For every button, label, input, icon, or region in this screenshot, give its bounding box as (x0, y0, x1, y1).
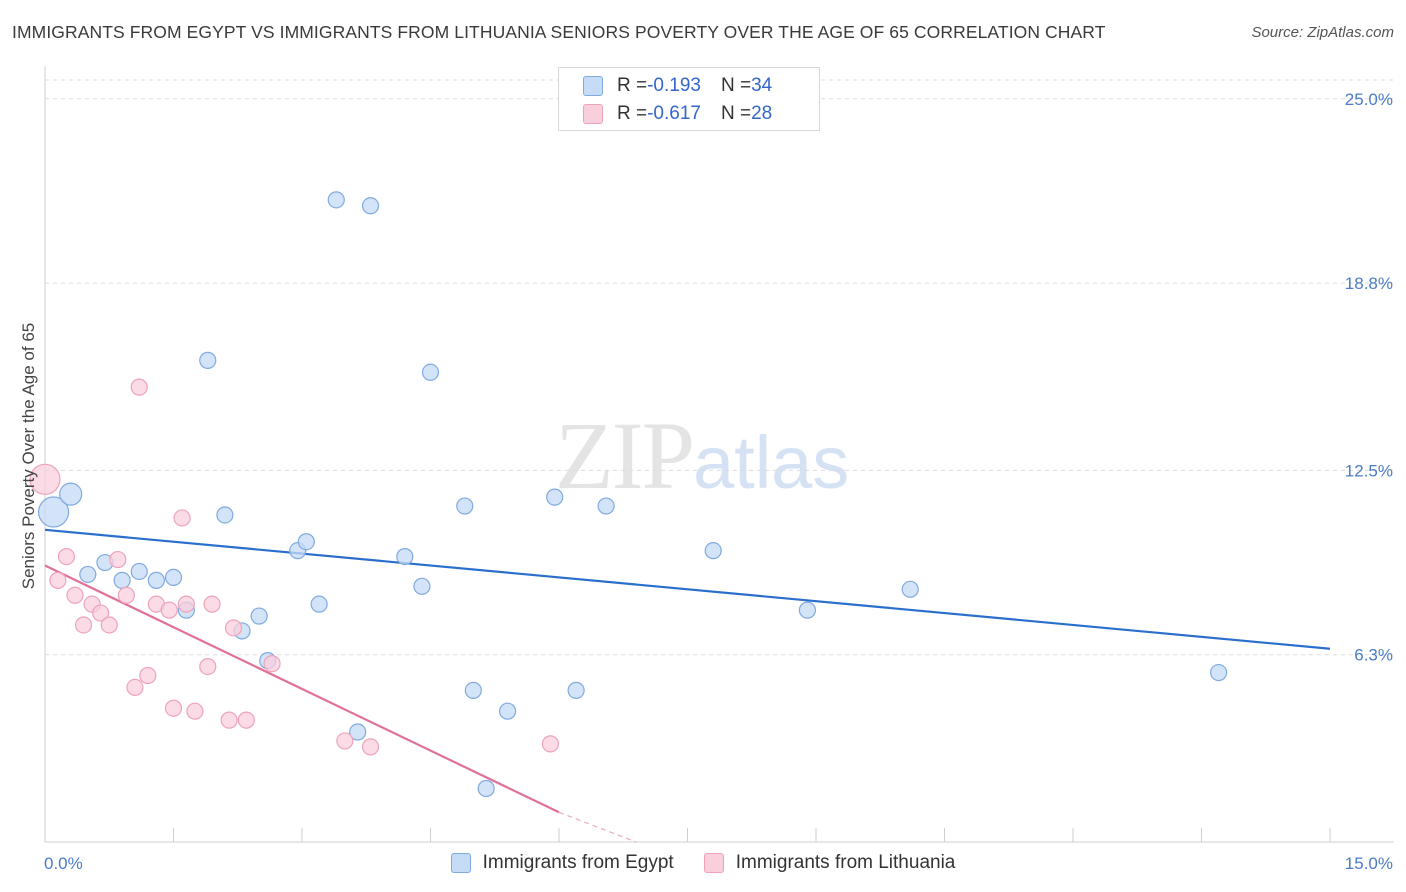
egypt-point (310, 595, 328, 613)
watermark-atlas: atlas (693, 421, 850, 504)
egypt-point (901, 580, 919, 598)
legend-item-egypt[interactable]: Immigrants from Egypt (450, 852, 674, 874)
lithuania-swatch (703, 853, 724, 873)
legend-r-label: R = (617, 103, 648, 124)
egypt-point (1210, 663, 1228, 682)
egypt-point (361, 197, 380, 215)
source-label: Source: ZipAtlas.com (1251, 24, 1394, 41)
y-axis-label: Seniors Poverty Over the Age of 65 (19, 323, 38, 589)
egypt-point (199, 351, 217, 369)
egypt-point (798, 601, 817, 619)
lithuania-point (336, 732, 354, 750)
watermark: ZIPatlas (555, 400, 849, 511)
lithuania-trend-extension (558, 811, 637, 843)
egypt-point (546, 488, 564, 506)
egypt-point (349, 723, 367, 741)
correlation-legend: R = -0.193 N = 34 R = -0.617 N = 28 (558, 67, 820, 131)
legend-label-egypt: Immigrants from Egypt (482, 852, 674, 873)
x-tick-label: 0.0% (44, 854, 83, 873)
lithuania-point (126, 678, 144, 697)
legend-r-label: R = (617, 75, 648, 96)
legend-r-value: -0.617 (647, 103, 701, 124)
egypt-point (130, 562, 148, 581)
egypt-point (216, 506, 234, 524)
lithuania-point (173, 509, 191, 527)
egypt-point (59, 482, 83, 506)
egypt-trend-line (44, 528, 1331, 650)
lithuania-point (130, 378, 148, 396)
legend-n-value: 34 (751, 75, 773, 96)
egypt-point (250, 607, 268, 625)
lithuania-point (203, 595, 221, 613)
legend-r-value: -0.193 (647, 75, 701, 96)
egypt-point (113, 571, 131, 589)
egypt-point (37, 496, 70, 528)
trend-lines (44, 528, 1331, 843)
lithuania-point (160, 601, 178, 619)
chart-title: IMMIGRANTS FROM EGYPT VS IMMIGRANTS FROM… (12, 22, 1106, 42)
egypt-point (396, 547, 414, 566)
egypt-swatch (450, 853, 471, 873)
lithuania-point (66, 586, 84, 604)
y-tick-label: 6.3% (1354, 646, 1393, 665)
lithuania-point (361, 738, 380, 756)
tick-labels: 6.3% 12.5% 18.8% 25.0% 0.0% 15.0% Seniors Pove… (19, 90, 1393, 873)
lithuania-point (49, 571, 67, 589)
lithuania-point (186, 702, 204, 720)
legend-item-lithuania[interactable]: Immigrants from Lithuania (703, 852, 956, 874)
lithuania-point (237, 711, 255, 729)
legend-row-egypt: R = -0.193 N = 34 (583, 73, 772, 99)
data-points (29, 191, 1228, 798)
legend-row-lithuania: R = -0.617 N = 28 (583, 101, 772, 127)
egypt-point (704, 542, 722, 560)
lithuania-point (220, 711, 238, 729)
lithuania-point (139, 666, 157, 685)
lithuania-point (541, 735, 560, 753)
lithuania-point (100, 616, 118, 634)
lithuania-point (92, 604, 110, 622)
egypt-point (413, 577, 431, 595)
egypt-point (147, 571, 165, 589)
axes (44, 66, 1394, 843)
x-tick-label: 15.0% (1345, 854, 1393, 873)
lithuania-point (117, 586, 135, 604)
egypt-point (597, 497, 615, 515)
egypt-point (456, 497, 474, 515)
egypt-point (421, 363, 440, 381)
egypt-point (477, 779, 495, 798)
grid-lines (45, 79, 1394, 656)
lithuania-point (199, 657, 217, 676)
lithuania-point (224, 619, 243, 637)
lithuania-point (109, 550, 127, 569)
egypt-point (499, 702, 517, 720)
lithuania-point (29, 463, 61, 495)
lithuania-point (177, 595, 195, 613)
legend-n-label: N = (720, 103, 752, 124)
watermark-zip: ZIP (555, 402, 695, 509)
legend-label-lithuania: Immigrants from Lithuania (735, 852, 956, 873)
egypt-point (327, 191, 345, 209)
lithuania-point (74, 616, 93, 634)
egypt-point (297, 533, 315, 551)
legend-n-value: 28 (751, 103, 773, 124)
series-legend: Immigrants from Egypt Immigrants from Li… (0, 852, 1406, 874)
egypt-point (79, 565, 97, 584)
y-tick-label: 18.8% (1345, 274, 1393, 293)
lithuania-point (263, 655, 281, 673)
y-tick-label: 12.5% (1345, 461, 1393, 480)
lithuania-swatch (583, 104, 603, 124)
y-tick-label: 25.0% (1345, 90, 1393, 109)
legend-n-label: N = (720, 75, 752, 96)
egypt-point (567, 681, 585, 699)
lithuania-point (164, 699, 183, 717)
egypt-point (464, 681, 482, 699)
lithuania-trend-line (44, 564, 560, 814)
egypt-swatch (583, 76, 603, 96)
egypt-point (164, 568, 183, 587)
lithuania-point (57, 547, 76, 566)
